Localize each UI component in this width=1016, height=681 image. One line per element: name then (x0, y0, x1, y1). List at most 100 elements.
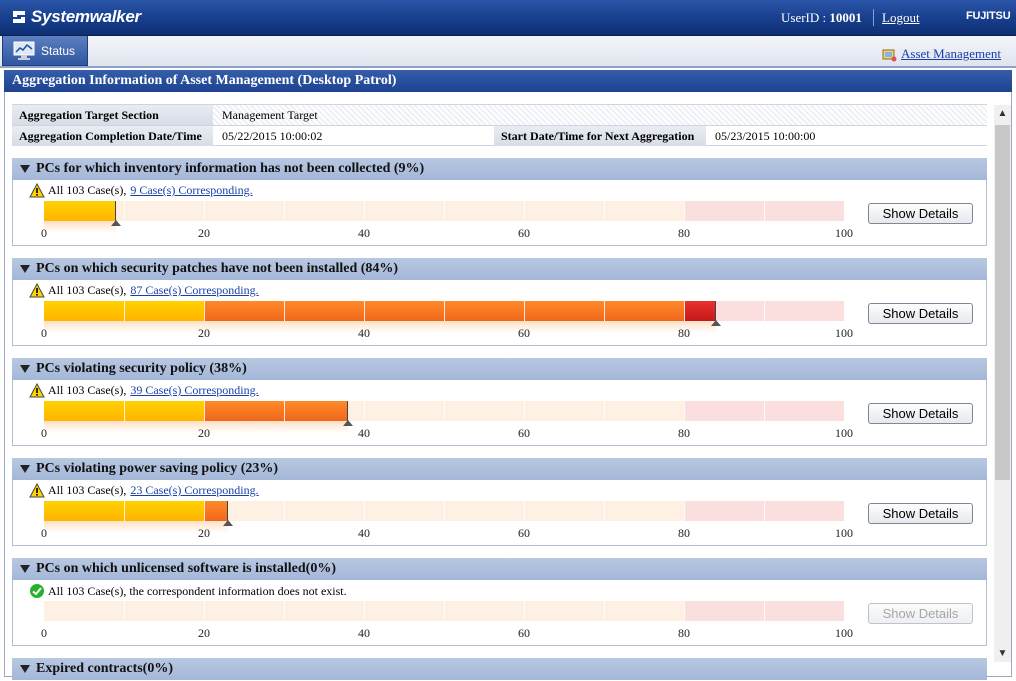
section-header[interactable]: Expired contracts(0%) (12, 658, 987, 680)
tab-status[interactable]: Status (2, 36, 88, 66)
scroll-thumb[interactable] (995, 125, 1010, 480)
bar-gridline (684, 301, 685, 321)
bar-gridline (684, 501, 685, 521)
bar-gridline (284, 201, 285, 221)
bar-gridline (444, 501, 445, 521)
bar-gridline (444, 201, 445, 221)
aggregation-info-table: Aggregation Target Section Management Ta… (12, 104, 987, 146)
scroll-up-icon[interactable]: ▲ (997, 108, 1008, 119)
section-body: All 103 Case(s), 87 Case(s) Corresponding… (12, 280, 987, 346)
bar-axis: 0 20 40 60 80 100 (13, 326, 988, 340)
bar-gridline (364, 601, 365, 621)
bar-gridline (204, 201, 205, 221)
warning-icon (29, 283, 45, 298)
case-count-text: All 103 Case(s), (48, 483, 127, 497)
axis-tick-label: 20 (198, 226, 210, 240)
bar-gridline (204, 301, 205, 321)
bar-gridline (604, 601, 605, 621)
corresponding-cases-link[interactable]: 23 Case(s) Corresponding. (130, 483, 259, 497)
section-header[interactable]: PCs violating security policy (38%) (12, 358, 987, 380)
section-title: Expired contracts(0%) (36, 661, 173, 676)
panel-title: Aggregation Information of Asset Managem… (4, 70, 1012, 92)
corresponding-cases-link[interactable]: 87 Case(s) Corresponding. (130, 283, 259, 297)
bar-reflection (44, 521, 228, 533)
axis-tick-label: 40 (358, 526, 370, 540)
logout-link[interactable]: Logout (882, 10, 920, 25)
case-count-text: All 103 Case(s), (48, 383, 127, 397)
bar-gridline (604, 301, 605, 321)
bar-gridline (284, 301, 285, 321)
axis-tick-label: 0 (41, 526, 47, 540)
section-header[interactable]: PCs on which unlicensed software is inst… (12, 558, 987, 580)
bar-end-line (115, 201, 116, 221)
bar-gridline (204, 601, 205, 621)
bar-fill-segment (684, 301, 716, 321)
warning-icon (29, 483, 45, 498)
bar-gridline (764, 401, 765, 421)
collapse-triangle-icon[interactable] (20, 365, 30, 373)
user-id-display: UserID : 10001 (781, 10, 862, 26)
section-body: All 103 Case(s), 39 Case(s) Corresponding… (12, 380, 987, 446)
bar-gridline (124, 401, 125, 421)
bar-gridline (604, 401, 605, 421)
corresponding-cases-link[interactable]: 39 Case(s) Corresponding. (130, 383, 259, 397)
section-header[interactable]: PCs for which inventory information has … (12, 158, 987, 180)
completion-label: Aggregation Completion Date/Time (12, 126, 213, 146)
collapse-triangle-icon[interactable] (20, 665, 30, 673)
scroll-down-icon[interactable]: ▼ (997, 648, 1008, 659)
user-id-value: 10001 (829, 10, 862, 25)
axis-tick-label: 80 (678, 626, 690, 640)
bar-axis: 0 20 40 60 80 100 (13, 526, 988, 540)
bar-end-line (347, 401, 348, 421)
percentage-marker-icon (343, 420, 353, 426)
case-count-text: All 103 Case(s), the correspondent infor… (48, 583, 347, 598)
show-details-button[interactable]: Show Details (868, 403, 973, 424)
vertical-scrollbar[interactable]: ▲ ▼ (994, 105, 1011, 662)
collapse-triangle-icon[interactable] (20, 165, 30, 173)
case-count-text: All 103 Case(s), (48, 183, 127, 197)
bar-gridline (124, 201, 125, 221)
axis-tick-label: 20 (198, 326, 210, 340)
header-divider (873, 9, 874, 26)
bar-gridline (764, 301, 765, 321)
show-details-button[interactable]: Show Details (868, 503, 973, 524)
percentage-bar (44, 401, 844, 433)
bar-fill-segment (204, 501, 228, 521)
section-title: PCs violating security policy (38%) (36, 361, 247, 376)
corresponding-cases-link[interactable]: 9 Case(s) Corresponding. (130, 183, 253, 197)
target-section-value: Management Target (222, 108, 318, 122)
collapse-triangle-icon[interactable] (20, 565, 30, 573)
axis-tick-label: 0 (41, 626, 47, 640)
bar-gridline (364, 401, 365, 421)
warning-icon (29, 183, 45, 198)
case-count-note: All 103 Case(s), 23 Case(s) Corresponding… (29, 483, 259, 498)
bar-axis: 0 20 40 60 80 100 (13, 426, 988, 440)
monitor-icon (13, 41, 35, 60)
bar-gridline (764, 201, 765, 221)
bar-reflection (44, 221, 116, 233)
show-details-button[interactable]: Show Details (868, 203, 973, 224)
axis-tick-label: 60 (518, 226, 530, 240)
bar-end-line (715, 301, 716, 321)
bar-gridline (684, 601, 685, 621)
bar-gridline (444, 301, 445, 321)
collapse-triangle-icon[interactable] (20, 265, 30, 273)
show-details-button[interactable]: Show Details (868, 303, 973, 324)
case-count-note: All 103 Case(s), 9 Case(s) Corresponding. (29, 183, 253, 198)
axis-tick-label: 60 (518, 626, 530, 640)
bar-gridline (444, 601, 445, 621)
section-header[interactable]: PCs on which security patches have not b… (12, 258, 987, 280)
bar-gridline (764, 501, 765, 521)
axis-tick-label: 40 (358, 426, 370, 440)
collapse-triangle-icon[interactable] (20, 465, 30, 473)
bar-gridline (764, 601, 765, 621)
percentage-bar (44, 201, 844, 233)
axis-tick-label: 80 (678, 226, 690, 240)
section-title: PCs on which unlicensed software is inst… (36, 561, 336, 576)
section-header[interactable]: PCs violating power saving policy (23%) (12, 458, 987, 480)
asset-management-link[interactable]: Asset Management (882, 46, 1001, 62)
bar-gridline (604, 201, 605, 221)
axis-tick-label: 100 (835, 326, 853, 340)
bar-reflection (44, 321, 716, 333)
check-icon (30, 584, 44, 598)
